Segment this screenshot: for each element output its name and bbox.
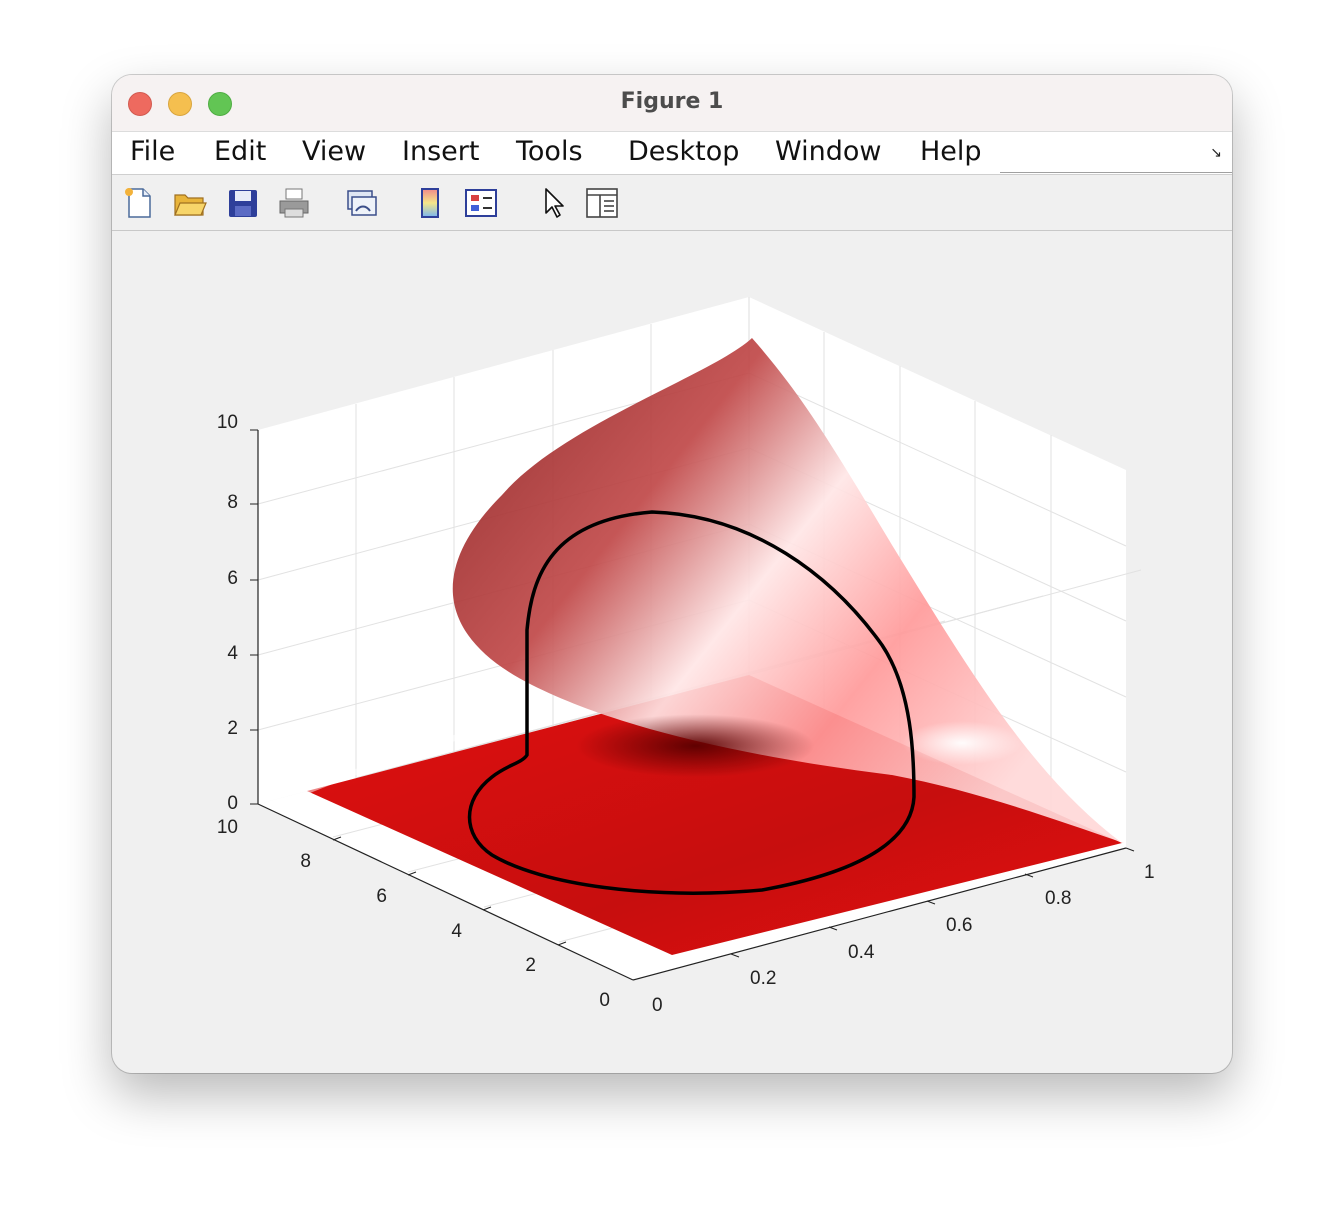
- x-tick-label: 0.8: [1045, 888, 1071, 909]
- y-tick-label: 4: [451, 921, 462, 942]
- y-tick-label: 6: [376, 886, 387, 907]
- x-axis: 0 0.2 0.4 0.6 0.8 1: [652, 847, 1155, 1016]
- y-tick-label: 0: [599, 990, 610, 1011]
- window-title: Figure 1: [620, 89, 724, 114]
- zoom-button[interactable]: [208, 92, 232, 116]
- menu-insert[interactable]: Insert: [402, 136, 480, 167]
- z-tick-label: 6: [227, 568, 238, 589]
- 3d-surface-plot[interactable]: 0 2 4 6 8 10 0 2 4 6 8 10 0 0.2 0.4 0.6 …: [112, 75, 1232, 1073]
- close-button[interactable]: [128, 92, 152, 116]
- menu-tools[interactable]: Tools: [516, 136, 583, 167]
- y-tick-label: 10: [217, 817, 238, 838]
- save-icon[interactable]: [225, 185, 261, 221]
- z-tick-label: 0: [227, 793, 238, 814]
- title-bar[interactable]: Figure 1: [112, 75, 1232, 132]
- figure-toolbar: [112, 175, 1232, 231]
- y-tick-label: 8: [300, 851, 311, 872]
- link-plot-icon[interactable]: [344, 185, 380, 221]
- x-tick-label: 0.6: [946, 915, 972, 936]
- surface-highlight: [902, 721, 1022, 765]
- x-tick-label: 0: [652, 995, 663, 1016]
- insert-colorbar-icon[interactable]: [412, 185, 448, 221]
- y-axis: 0 2 4 6 8 10: [217, 817, 610, 1011]
- menu-divider: [1000, 172, 1232, 173]
- menu-view[interactable]: View: [302, 136, 367, 167]
- z-axis: 0 2 4 6 8 10: [217, 412, 258, 814]
- dock-arrow-icon[interactable]: ↘: [1210, 144, 1222, 160]
- menu-file[interactable]: File: [130, 136, 176, 167]
- surface-shadow: [532, 690, 872, 780]
- surface-floor: [307, 675, 1122, 955]
- x-tick-label: 0.2: [750, 968, 776, 989]
- x-tick-label: 0.4: [848, 942, 875, 963]
- menu-bar: File Edit View Insert Tools Desktop Wind…: [112, 132, 1232, 175]
- property-inspector-icon[interactable]: [584, 185, 620, 221]
- z-tick-label: 2: [227, 718, 238, 739]
- menu-desktop[interactable]: Desktop: [628, 136, 740, 167]
- minimize-button[interactable]: [168, 92, 192, 116]
- z-tick-label: 8: [227, 492, 238, 513]
- open-file-icon[interactable]: [172, 185, 208, 221]
- surface-edge-highlight: [305, 712, 533, 794]
- new-figure-icon[interactable]: [121, 185, 157, 221]
- x-tick-label: 1: [1144, 862, 1155, 883]
- print-icon[interactable]: [276, 185, 312, 221]
- menu-edit[interactable]: Edit: [214, 136, 267, 167]
- insert-legend-icon[interactable]: [463, 185, 499, 221]
- edit-plot-pointer-icon[interactable]: [534, 185, 570, 221]
- menu-help[interactable]: Help: [920, 136, 982, 167]
- figure-window: Figure 1 File Edit View Insert Tools Des…: [112, 75, 1232, 1073]
- z-tick-label: 4: [227, 643, 238, 664]
- y-tick-label: 2: [525, 955, 536, 976]
- heart-curve: [467, 510, 916, 895]
- z-tick-label: 10: [217, 412, 238, 433]
- menu-window[interactable]: Window: [775, 136, 882, 167]
